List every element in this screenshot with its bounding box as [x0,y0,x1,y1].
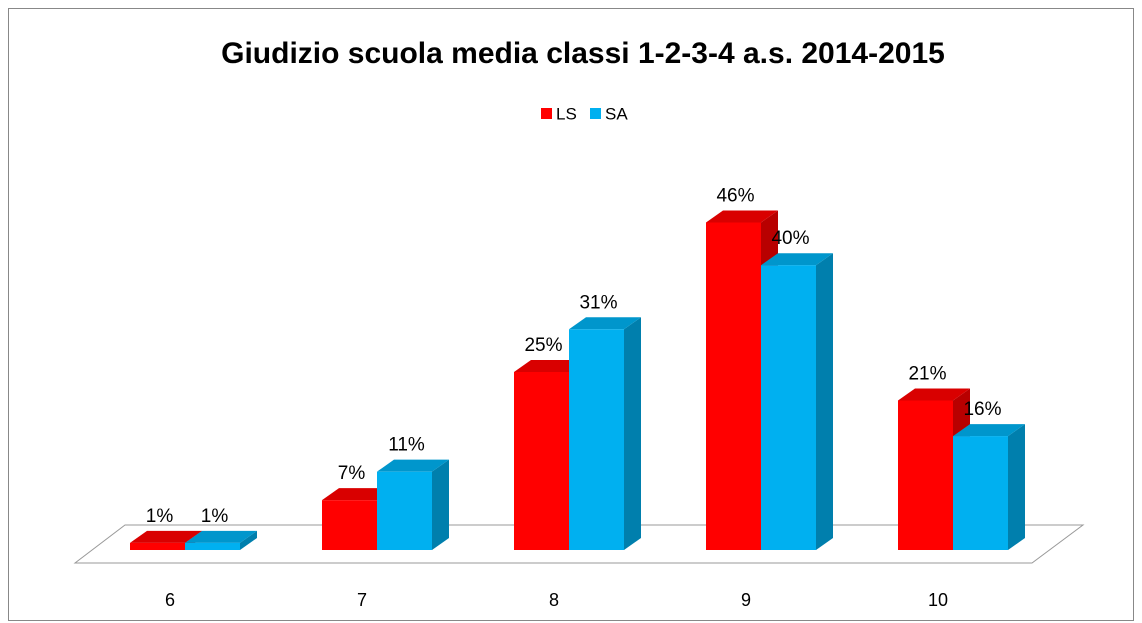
bar [514,372,569,550]
bar-top [706,210,778,223]
bar-top [953,424,1025,437]
bar [377,471,432,550]
bar-side [624,317,641,550]
data-label: 21% [908,363,946,384]
data-label: 40% [771,228,809,249]
bar-side [1008,424,1025,550]
x-tick-label: 6 [165,590,175,610]
bar-top [761,253,833,266]
bar-side [432,459,449,550]
data-label: 16% [963,399,1001,420]
data-label: 11% [388,435,425,456]
bar [185,542,240,550]
bar-top [322,488,394,501]
bar [953,436,1008,550]
legend-swatch [590,108,601,119]
bar-top [377,459,449,472]
chart-title: Giudizio scuola media classi 1-2-3-4 a.s… [221,37,945,70]
bar-top [569,317,641,330]
data-label: 1% [201,506,229,527]
bar [569,329,624,550]
legend-label: SA [605,104,628,123]
legend-label: LS [556,104,577,123]
bar-top [514,360,586,372]
x-tick-label: 9 [741,590,751,610]
bar-side [816,253,833,550]
x-tick-label: 8 [549,590,559,610]
data-label: 1% [146,506,174,527]
bar [761,265,816,550]
bar-top [185,530,257,543]
data-label: 7% [338,463,366,484]
x-tick-label: 10 [928,590,948,610]
data-label: 25% [524,335,562,356]
bar [322,500,377,550]
bar [130,542,185,550]
bar [898,400,953,550]
bar [706,222,761,551]
x-tick-label: 7 [357,590,367,610]
legend-swatch [541,108,552,119]
data-label: 46% [716,185,754,206]
bar-top [898,388,970,401]
bar-top [130,530,202,543]
data-label: 31% [579,292,617,313]
bar-side [240,530,257,550]
